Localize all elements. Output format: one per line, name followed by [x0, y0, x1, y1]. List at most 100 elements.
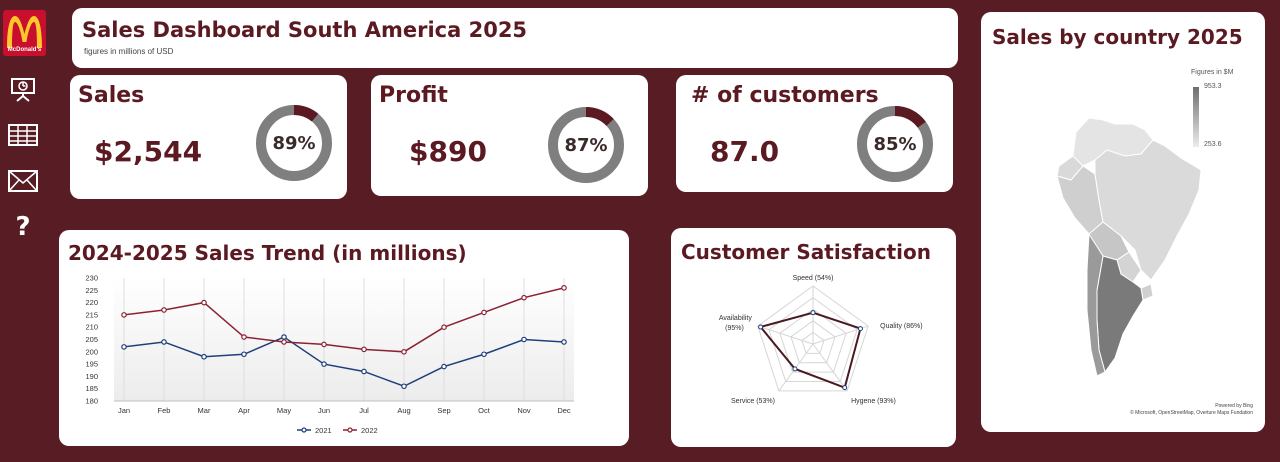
map-legend-min: 253.6: [1204, 141, 1222, 148]
data-point-2021: [321, 361, 327, 367]
help-glyph: ?: [15, 212, 31, 242]
data-point-2022: [561, 285, 567, 291]
radar-grid-ring: [779, 308, 847, 373]
data-point-2021: [441, 363, 447, 370]
x-tick-label: Oct: [478, 406, 491, 415]
radar-point: [792, 366, 798, 372]
radar-label-availability: Availability: [719, 315, 752, 322]
kpi-customers-value: 87.0: [710, 135, 780, 168]
map-card: Sales by country 2025 Figures in $M 953.…: [981, 12, 1265, 432]
y-tick-label: 185: [85, 384, 98, 393]
south-america-map[interactable]: [1041, 110, 1211, 380]
kpi-profit-value: $890: [409, 135, 487, 168]
kpi-customers-title: # of customers: [691, 83, 879, 108]
trend-chart[interactable]: Jan Feb Mar Apr May Jun Jul Aug Sep Oct Nov Dec 180 1…: [59, 230, 629, 446]
trend-card: 2024-2025 Sales Trend (in millions) Jan F…: [59, 230, 629, 446]
x-tick-label: Aug: [397, 406, 410, 415]
map-legend-max: 953.3: [1204, 83, 1222, 90]
legend-marker-2022: [347, 427, 353, 433]
kpi-customers-percent: 85%: [873, 133, 917, 155]
golden-arches-icon: [7, 16, 42, 48]
data-point-2022: [201, 299, 207, 306]
map-legend-title: Figures in $M: [1191, 69, 1234, 76]
trend-title: 2024-2025 Sales Trend (in millions): [68, 241, 467, 265]
map-credit-1: Powered by Bing: [1215, 403, 1253, 409]
data-point-2022: [281, 339, 287, 345]
radar-point: [758, 324, 764, 330]
kpi-sales-card: Sales $2,544 89%: [70, 75, 347, 199]
series-line-2021: [123, 336, 565, 388]
logo-text: McDonald's: [7, 47, 42, 53]
plot-area: [114, 278, 574, 401]
data-point-2021: [161, 339, 167, 345]
help-icon[interactable]: ?: [6, 212, 40, 242]
donut-arc: [256, 105, 332, 181]
data-point-2021: [521, 336, 527, 343]
x-tick-label: Jun: [318, 406, 330, 415]
x-tick-label: Mar: [198, 406, 211, 415]
kpi-sales-value: $2,544: [94, 135, 203, 168]
x-tick-label: Jan: [118, 406, 130, 415]
mcdonalds-logo[interactable]: McDonald's: [3, 10, 46, 56]
radar-label-availability-value: (95%): [725, 325, 744, 332]
map-region-chile: [1086, 232, 1106, 377]
presentation-icon[interactable]: [6, 74, 40, 104]
x-tick-label: Feb: [158, 406, 171, 415]
kpi-sales-donut: 89%: [254, 103, 334, 183]
y-tick-label: 205: [85, 335, 98, 344]
kpi-profit-card: Profit $890 87%: [371, 75, 648, 196]
y-tick-label: 215: [85, 310, 98, 319]
data-point-2021: [201, 353, 207, 360]
kpi-profit-percent: 87%: [564, 134, 608, 156]
radar-point: [810, 310, 816, 316]
legend-label-2022: 2022: [361, 426, 378, 435]
data-point-2022: [401, 349, 407, 355]
x-tick-label: Dec: [557, 406, 571, 415]
satisfaction-radar-chart[interactable]: Speed (54%) Quality (86%) Hygene (93%) Serv…: [671, 228, 956, 447]
data-point-2021: [121, 344, 127, 350]
data-point-2022: [241, 334, 247, 340]
satisfaction-card: Customer Satisfaction Speed (54%) Quality…: [671, 228, 956, 447]
kpi-customers-donut: 85%: [855, 104, 935, 184]
radar-label-quality: Quality (86%): [880, 323, 922, 330]
satisfaction-title: Customer Satisfaction: [681, 240, 932, 264]
map-title: Sales by country 2025: [992, 25, 1243, 49]
data-point-2022: [481, 309, 487, 316]
radar-point: [857, 326, 863, 332]
data-point-2021: [361, 368, 367, 375]
radar-grid-ring: [801, 331, 825, 354]
legend-marker-2021: [301, 427, 307, 433]
legend-label-2021: 2021: [315, 426, 332, 435]
kpi-profit-donut: 87%: [546, 105, 626, 185]
data-point-2022: [121, 312, 127, 318]
data-point-2022: [161, 307, 167, 313]
x-tick-label: Nov: [517, 406, 531, 415]
data-point-2021: [481, 351, 487, 358]
x-tick-label: Jul: [359, 406, 369, 415]
data-point-2021: [561, 339, 567, 345]
radar-series: [758, 311, 862, 389]
y-tick-label: 190: [85, 372, 98, 381]
radar-label-hygene: Hygene (93%): [851, 398, 896, 405]
data-point-2022: [441, 324, 447, 331]
radar-grid-ring: [757, 285, 869, 392]
y-tick-label: 225: [85, 286, 98, 295]
donut-arc: [548, 107, 624, 183]
page-title: Sales Dashboard South America 2025: [82, 18, 528, 42]
kpi-profit-title: Profit: [379, 83, 448, 108]
y-tick-label: 195: [85, 360, 98, 369]
donut-arc: [857, 106, 933, 182]
data-point-2022: [361, 346, 367, 353]
envelope-icon[interactable]: [6, 166, 40, 196]
radar-label-service: Service (53%): [731, 398, 775, 405]
data-point-2021: [401, 383, 407, 390]
series-line-2022: [123, 287, 565, 353]
y-tick-label: 230: [85, 274, 98, 283]
page-subtitle: figures in millions of USD: [84, 47, 174, 56]
table-icon[interactable]: [6, 120, 40, 150]
radar-grid-ring: [790, 320, 836, 364]
header-card: Sales Dashboard South America 2025 figur…: [72, 8, 958, 68]
data-point-2021: [241, 351, 247, 358]
data-point-2022: [321, 341, 327, 348]
y-tick-label: 220: [85, 298, 98, 307]
